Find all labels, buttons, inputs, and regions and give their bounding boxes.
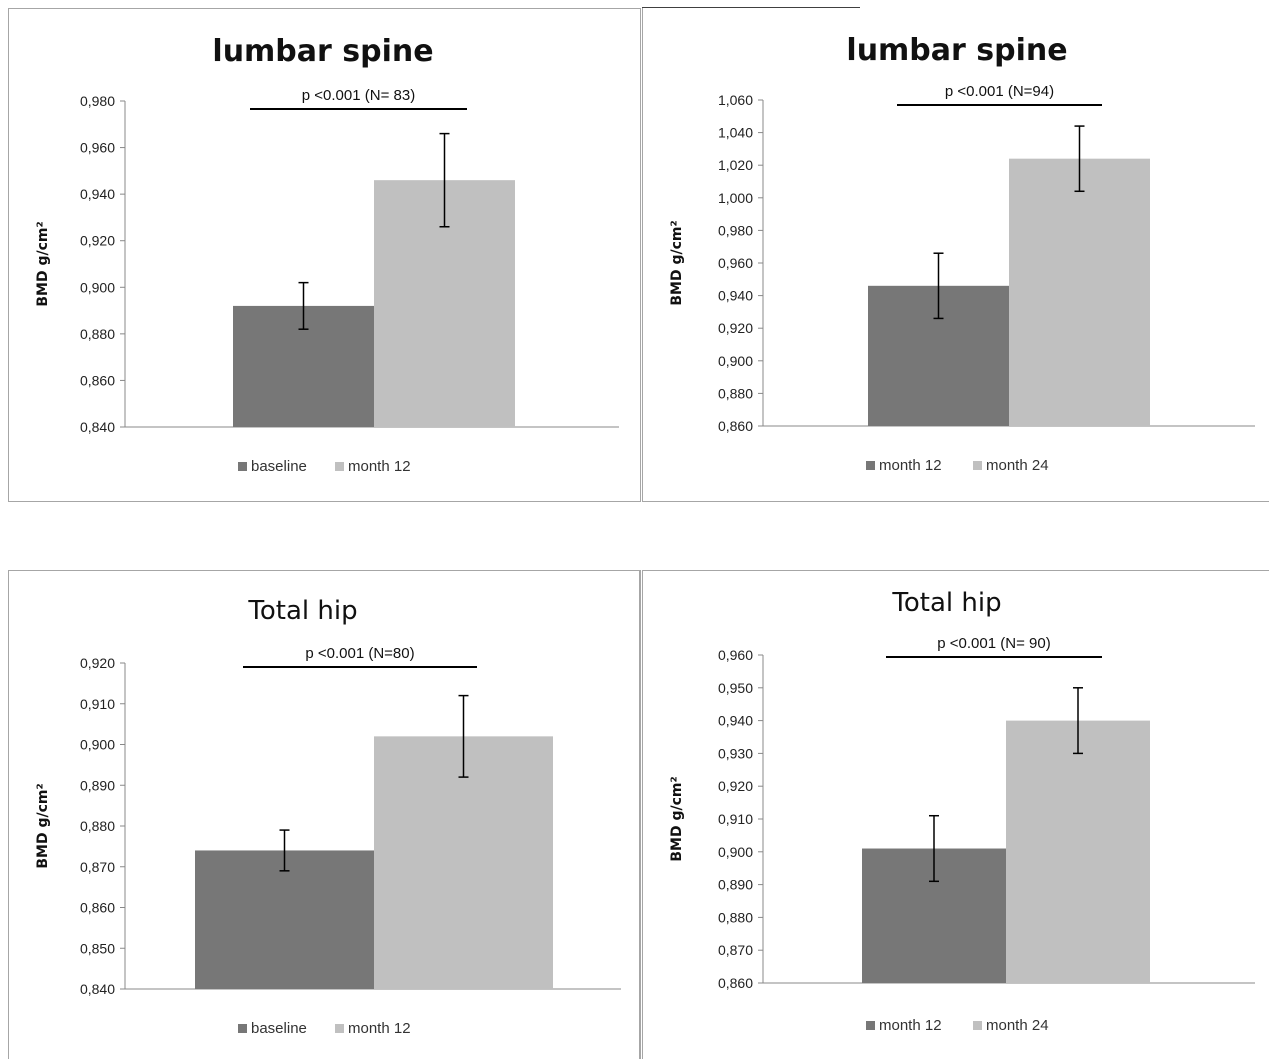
y-tick-label: 0,910 xyxy=(80,696,115,712)
y-tick-label: 0,840 xyxy=(80,419,115,435)
legend-label: month 24 xyxy=(986,1017,1049,1034)
significance-annotation: p <0.001 (N= 90) xyxy=(937,635,1050,652)
chart-title: Total hip xyxy=(891,588,1001,618)
chart-title: Total hip xyxy=(247,596,357,626)
y-tick-label: 0,840 xyxy=(80,981,115,997)
y-axis-label: BMD g/cm² xyxy=(669,220,685,305)
bar-first xyxy=(195,850,374,989)
y-tick-label: 0,910 xyxy=(718,811,753,827)
bar-second xyxy=(1009,158,1150,426)
legend-swatch xyxy=(973,1021,982,1030)
y-tick-label: 0,920 xyxy=(718,778,753,794)
y-tick-label: 1,060 xyxy=(718,92,753,108)
significance-annotation: p <0.001 (N=94) xyxy=(945,83,1054,100)
chart-svg: lumbar spine BMD g/cm² 0,860 0,880 0,900 0,92… xyxy=(669,33,1255,474)
legend-label: month 12 xyxy=(348,458,411,475)
legend-label: month 12 xyxy=(879,1017,942,1034)
legend-label: month 24 xyxy=(986,457,1049,474)
chart-panel-lumbar-spine-month24: lumbar spine BMD g/cm² 0,860 0,880 0,900 0,92… xyxy=(642,8,1269,502)
legend-swatch xyxy=(866,461,875,470)
y-tick-label: 0,890 xyxy=(80,777,115,793)
chart-svg: Total hip BMD g/cm² 0,860 0,870 0,880 0,890 0,… xyxy=(669,588,1255,1034)
y-tick-label: 0,940 xyxy=(718,713,753,729)
y-tick-label: 1,040 xyxy=(718,125,753,141)
significance-annotation: p <0.001 (N=80) xyxy=(305,645,414,662)
y-tick-label: 0,960 xyxy=(718,255,753,271)
y-tick-label: 0,950 xyxy=(718,680,753,696)
y-tick-label: 0,900 xyxy=(718,353,753,369)
y-tick-label: 0,860 xyxy=(718,975,753,991)
chart-panel-lumbar-spine-baseline: lumbar spine BMD g/cm² 0,840 0,860 0,880 0,90… xyxy=(8,8,641,502)
y-tick-label: 0,860 xyxy=(80,372,115,388)
bar-second xyxy=(374,736,553,989)
legend-swatch xyxy=(335,462,344,471)
y-tick-label: 0,870 xyxy=(718,942,753,958)
legend-swatch xyxy=(335,1024,344,1033)
y-tick-label: 0,880 xyxy=(718,385,753,401)
y-tick-label: 0,900 xyxy=(80,737,115,753)
y-tick-label: 0,860 xyxy=(718,418,753,434)
y-tick-label: 0,890 xyxy=(718,877,753,893)
legend-swatch xyxy=(973,461,982,470)
y-tick-label: 0,960 xyxy=(80,140,115,156)
chart-title: lumbar spine xyxy=(212,34,433,69)
y-tick-label: 0,940 xyxy=(718,288,753,304)
y-tick-label: 1,000 xyxy=(718,190,753,206)
legend-label: month 12 xyxy=(348,1020,411,1037)
y-tick-label: 0,980 xyxy=(80,93,115,109)
y-tick-label: 0,880 xyxy=(80,818,115,834)
legend-label: baseline xyxy=(251,1020,307,1037)
y-tick-label: 0,900 xyxy=(80,279,115,295)
y-axis-label: BMD g/cm² xyxy=(669,776,685,861)
y-tick-label: 0,920 xyxy=(80,655,115,671)
legend-swatch xyxy=(866,1021,875,1030)
y-tick-label: 0,880 xyxy=(80,326,115,342)
y-tick-label: 1,020 xyxy=(718,157,753,173)
y-tick-label: 0,960 xyxy=(718,647,753,663)
bar-second xyxy=(1006,720,1150,983)
y-tick-label: 0,860 xyxy=(80,900,115,916)
chart-panel-total-hip-month24: Total hip BMD g/cm² 0,860 0,870 0,880 0,890 0,… xyxy=(642,570,1269,1059)
y-axis-label: BMD g/cm² xyxy=(35,783,51,868)
y-tick-label: 0,900 xyxy=(718,844,753,860)
y-tick-label: 0,930 xyxy=(718,745,753,761)
y-tick-label: 0,940 xyxy=(80,186,115,202)
y-tick-label: 0,870 xyxy=(80,859,115,875)
y-tick-label: 0,920 xyxy=(80,233,115,249)
y-tick-label: 0,880 xyxy=(718,909,753,925)
y-tick-label: 0,980 xyxy=(718,222,753,238)
y-tick-label: 0,920 xyxy=(718,320,753,336)
legend-label: month 12 xyxy=(879,457,942,474)
chart-title: lumbar spine xyxy=(846,33,1067,68)
chart-panel-total-hip-baseline: Total hip BMD g/cm² 0,840 0,850 0,860 0,870 0,… xyxy=(8,570,641,1059)
y-tick-label: 0,850 xyxy=(80,940,115,956)
chart-svg: Total hip BMD g/cm² 0,840 0,850 0,860 0,870 0,… xyxy=(35,596,621,1037)
legend-swatch xyxy=(238,462,247,471)
y-axis-label: BMD g/cm² xyxy=(35,221,51,306)
legend-swatch xyxy=(238,1024,247,1033)
legend-label: baseline xyxy=(251,458,307,475)
significance-annotation: p <0.001 (N= 83) xyxy=(302,87,415,104)
chart-svg: lumbar spine BMD g/cm² 0,840 0,860 0,880 0,90… xyxy=(35,34,619,475)
